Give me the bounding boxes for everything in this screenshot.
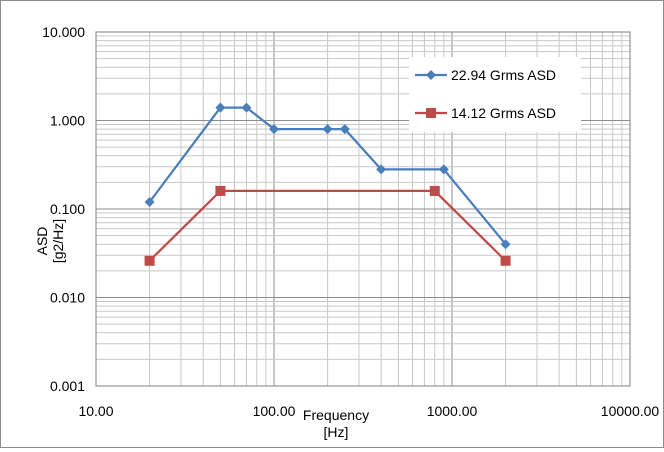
legend-marker xyxy=(426,70,436,80)
legend-box xyxy=(409,57,581,132)
grid-lines xyxy=(95,32,630,387)
x-tick-label: 10000.00 xyxy=(601,403,660,419)
y-tick-label: 1.000 xyxy=(50,113,85,129)
y-tick-label: 0.010 xyxy=(50,290,85,306)
series-line xyxy=(148,189,507,262)
x-tick-label: 1000.00 xyxy=(427,403,478,419)
x-tick-label: 10.00 xyxy=(78,403,113,419)
x-axis-title-line2: [Hz] xyxy=(324,424,349,440)
data-point-marker xyxy=(215,185,226,196)
series-layer xyxy=(144,102,511,266)
series-2 xyxy=(144,185,511,266)
legend-label: 14.12 Grms ASD xyxy=(451,105,556,121)
data-point-marker xyxy=(215,102,226,113)
x-axis-title-line1: Frequency xyxy=(303,407,369,423)
data-point-marker xyxy=(339,124,350,135)
y-tick-label: 0.100 xyxy=(50,201,85,217)
legend: 22.94 Grms ASD 14.12 Grms ASD xyxy=(409,57,581,132)
data-point-marker xyxy=(500,255,511,266)
series-1 xyxy=(144,102,511,250)
plot-area xyxy=(95,31,631,387)
y-axis-title-line2: [g2/Hz] xyxy=(50,219,66,263)
data-point-marker xyxy=(144,255,155,266)
x-tick-label: 100.00 xyxy=(253,403,296,419)
legend-label: 22.94 Grms ASD xyxy=(451,67,556,83)
data-point-marker xyxy=(241,102,252,113)
y-tick-label: 0.001 xyxy=(50,378,85,394)
data-point-marker xyxy=(322,124,333,135)
data-point-marker xyxy=(269,124,279,135)
data-point-marker xyxy=(438,164,449,175)
legend-marker xyxy=(426,108,436,118)
y-tick-label: 10.000 xyxy=(42,24,85,40)
data-point-marker xyxy=(144,196,155,207)
data-point-marker xyxy=(500,239,511,250)
tick-labels: 10.00 100.00 1000.00 10000.00 0.001 0.010 0.10… xyxy=(42,24,659,419)
data-point-marker xyxy=(376,164,387,175)
y-axis-title-line1: ASD xyxy=(34,227,50,256)
data-point-marker xyxy=(429,185,440,196)
